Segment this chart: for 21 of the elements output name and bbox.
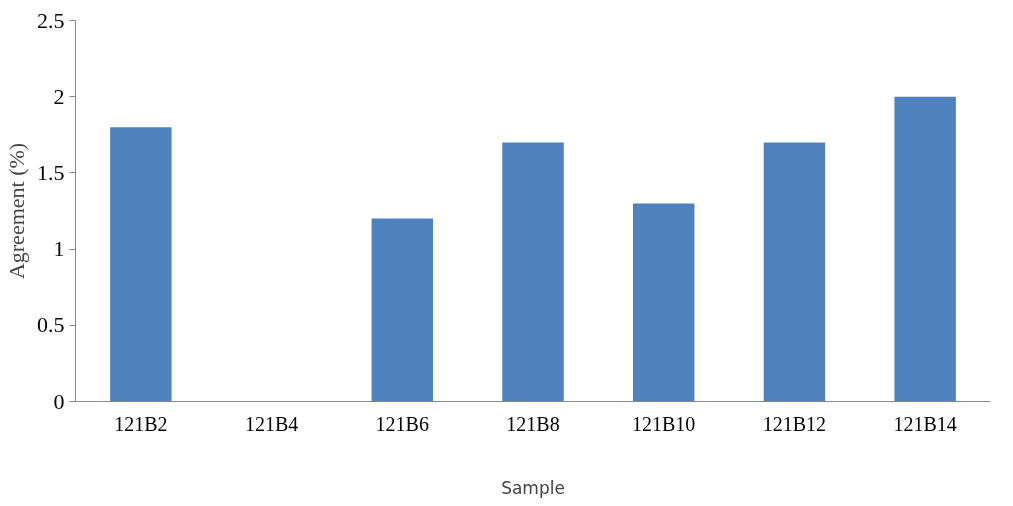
- x-tick-label: 121B2: [114, 412, 168, 435]
- x-tick-label: 121B4: [244, 412, 299, 435]
- y-tick-label: 0: [53, 388, 65, 414]
- x-tick-label: 121B10: [632, 412, 696, 435]
- bar: [763, 142, 826, 402]
- bar: [633, 203, 695, 402]
- y-tick-label: 2.5: [37, 7, 65, 33]
- y-axis-title: Agreement (%): [4, 142, 29, 280]
- x-tick-label: 121B12: [762, 412, 827, 435]
- y-tick-label: 0.5: [37, 312, 65, 338]
- x-tick-label: 121B8: [506, 412, 560, 435]
- y-tick-label: 1: [53, 236, 65, 262]
- bar: [894, 96, 956, 402]
- y-tick-label: 2: [53, 83, 65, 109]
- x-tick-label: 121B6: [375, 412, 429, 435]
- x-axis-title: Sample: [501, 477, 565, 498]
- bar: [371, 218, 433, 402]
- x-tick-label: 121B14: [893, 412, 957, 435]
- y-tick-label: 1.5: [37, 159, 65, 185]
- bar: [110, 127, 172, 402]
- bar: [502, 142, 564, 402]
